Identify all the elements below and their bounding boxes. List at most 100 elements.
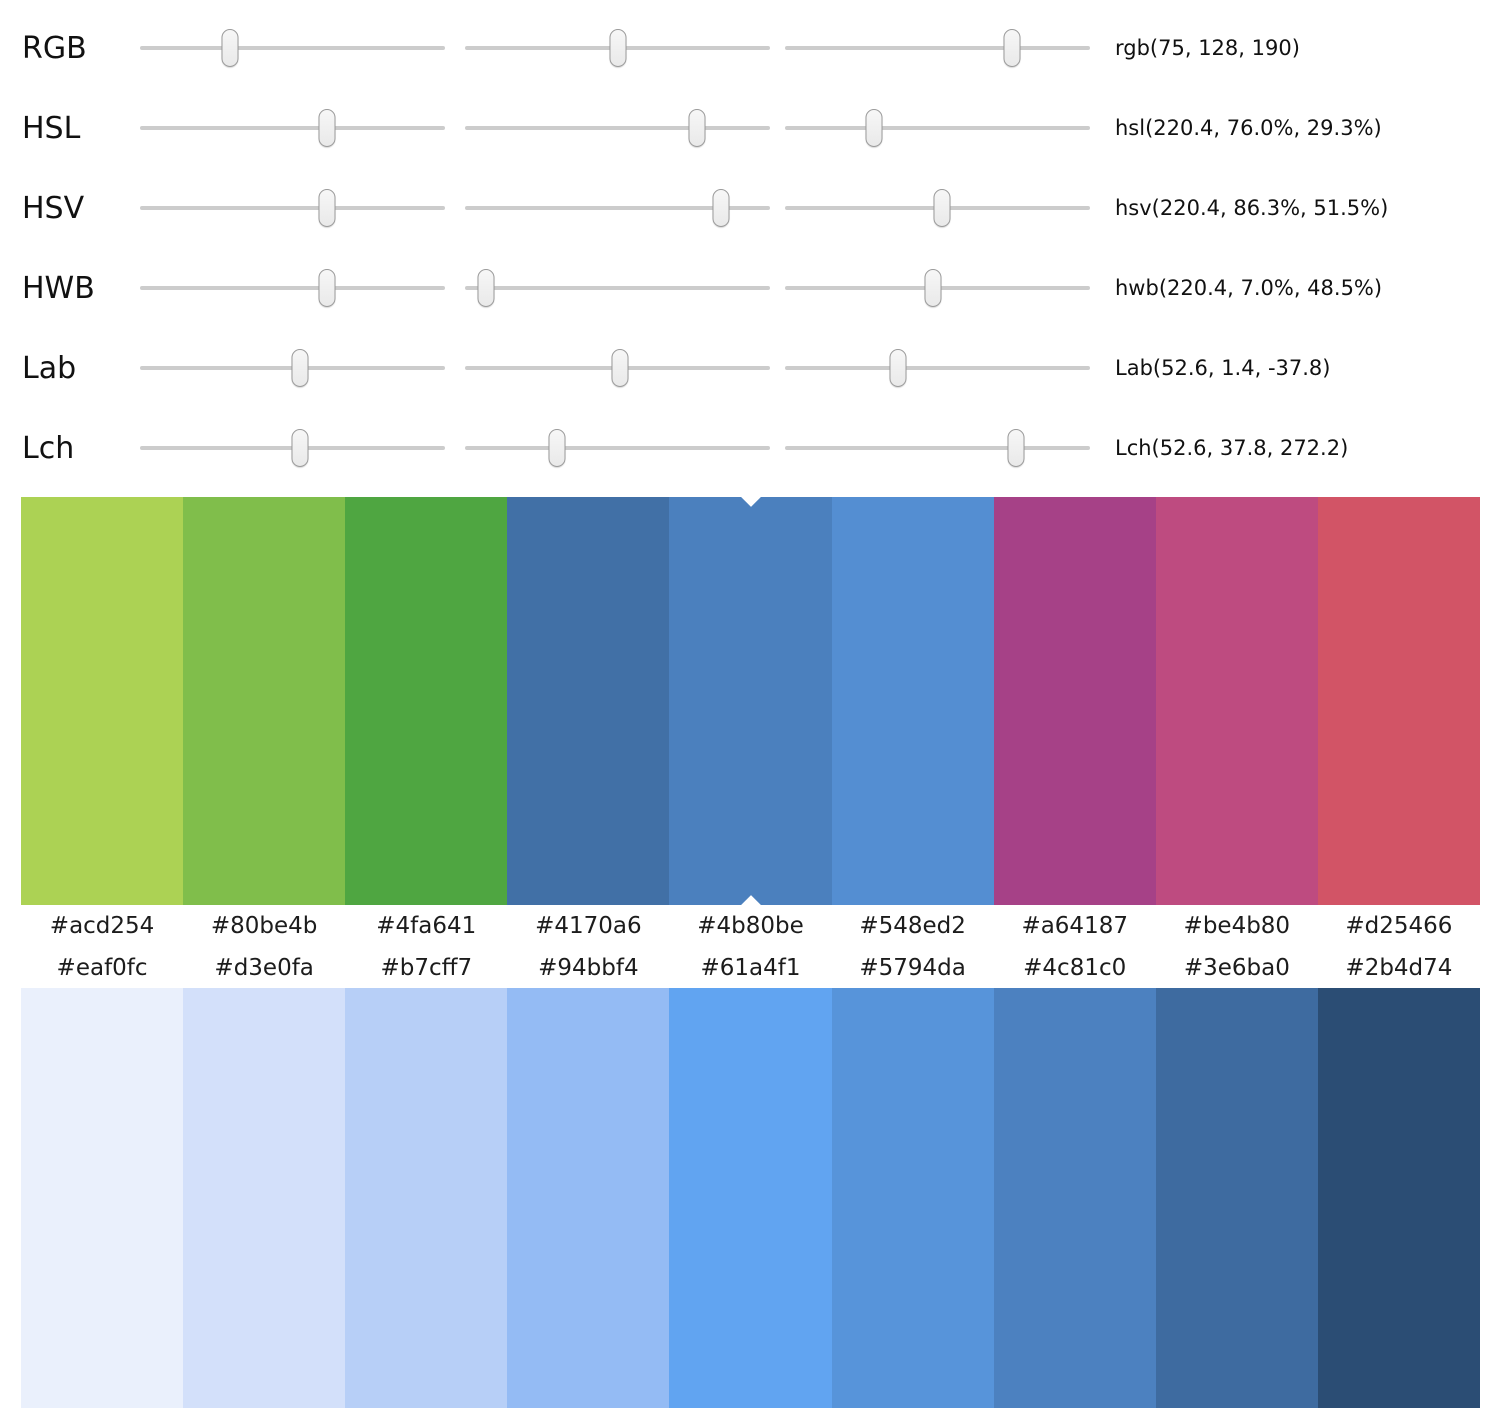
slider-thumb[interactable] <box>889 349 907 387</box>
color-swatch[interactable] <box>1155 988 1318 1408</box>
slider-track[interactable] <box>140 286 445 290</box>
slider-row-label: RGB <box>22 30 87 66</box>
slider-row-label: HWB <box>22 270 95 306</box>
slider-channel-3[interactable] <box>785 106 1090 150</box>
hex-label: #4170a6 <box>535 913 642 939</box>
slider-thumb[interactable] <box>688 109 706 147</box>
slider-channel-1[interactable] <box>140 266 445 310</box>
slider-thumb[interactable] <box>609 29 627 67</box>
slider-track[interactable] <box>785 126 1090 130</box>
slider-track[interactable] <box>785 366 1090 370</box>
hex-label: #b7cff7 <box>380 954 473 981</box>
slider-thumb[interactable] <box>712 189 730 227</box>
slider-channel-1[interactable] <box>140 106 445 150</box>
slider-value: hsv(220.4, 86.3%, 51.5%) <box>1115 196 1389 220</box>
color-swatch[interactable] <box>345 988 508 1408</box>
hex-label: #548ed2 <box>859 913 966 939</box>
color-swatch[interactable] <box>993 497 1156 905</box>
hex-label: #2b4d74 <box>1345 954 1453 981</box>
slider-thumb[interactable] <box>865 109 883 147</box>
color-swatch[interactable] <box>1155 497 1318 905</box>
slider-thumb[interactable] <box>318 109 336 147</box>
slider-channel-3[interactable] <box>785 266 1090 310</box>
color-swatch[interactable] <box>183 988 346 1408</box>
slider-channel-2[interactable] <box>465 266 770 310</box>
slider-value: hsl(220.4, 76.0%, 29.3%) <box>1115 116 1382 140</box>
color-swatch[interactable] <box>183 497 346 905</box>
color-swatch[interactable] <box>831 497 994 905</box>
slider-track[interactable] <box>465 126 770 130</box>
slider-row-label: HSV <box>22 190 85 226</box>
slider-channel-3[interactable] <box>785 186 1090 230</box>
slider-thumb[interactable] <box>924 269 942 307</box>
color-swatch[interactable] <box>831 988 994 1408</box>
slider-channel-2[interactable] <box>465 186 770 230</box>
slider-channel-1[interactable] <box>140 26 445 70</box>
color-swatch[interactable] <box>1317 497 1480 905</box>
slider-thumb[interactable] <box>477 269 495 307</box>
hex-label: #eaf0fc <box>56 954 148 981</box>
hex-label: #80be4b <box>210 913 318 939</box>
color-swatch[interactable] <box>21 988 184 1408</box>
hex-label: #94bbf4 <box>538 954 639 981</box>
slider-track[interactable] <box>465 206 770 210</box>
hex-label: #a64187 <box>1021 913 1128 939</box>
slider-thumb[interactable] <box>221 29 239 67</box>
slider-channel-1[interactable] <box>140 346 445 390</box>
slider-track[interactable] <box>140 46 445 50</box>
slider-thumb[interactable] <box>548 429 565 467</box>
palette-bottom-labels: #eaf0fc #d3e0fa #b7cff7 #94bbf4 #61a4f1 #5794… <box>21 947 1480 988</box>
color-swatch[interactable] <box>507 497 670 905</box>
slider-track[interactable] <box>140 206 445 210</box>
hex-label: #4fa641 <box>376 913 477 939</box>
slider-thumb[interactable] <box>1003 29 1021 67</box>
hex-label: #acd254 <box>49 913 155 939</box>
slider-channel-1[interactable] <box>140 426 445 470</box>
slider-thumb[interactable] <box>318 189 336 227</box>
slider-track[interactable] <box>785 46 1090 50</box>
slider-thumb[interactable] <box>318 269 336 307</box>
color-swatch[interactable] <box>507 988 670 1408</box>
slider-track[interactable] <box>465 286 770 290</box>
hex-label: #4b80be <box>697 913 804 939</box>
slider-channel-2[interactable] <box>465 346 770 390</box>
slider-value: Lch(52.6, 37.8, 272.2) <box>1115 436 1349 460</box>
slider-row: Lch Lch(52.6, 37.8, 272.2) <box>22 408 1501 488</box>
hex-label: #be4b80 <box>1183 913 1291 939</box>
slider-channel-2[interactable] <box>465 426 770 470</box>
slider-thumb[interactable] <box>611 349 629 387</box>
color-swatch[interactable] <box>1317 988 1480 1408</box>
slider-channel-3[interactable] <box>785 346 1090 390</box>
color-swatch[interactable] <box>345 497 508 905</box>
slider-row-label: Lch <box>22 430 75 466</box>
slider-value: hwb(220.4, 7.0%, 48.5%) <box>1115 276 1383 300</box>
slider-row: RGB rgb(75, 128, 190) <box>22 8 1501 88</box>
hex-label: #61a4f1 <box>700 954 801 981</box>
slider-row: HWB hwb(220.4, 7.0%, 48.5%) <box>22 248 1501 328</box>
slider-row-label: Lab <box>22 350 77 386</box>
slider-channel-3[interactable] <box>785 426 1090 470</box>
slider-row-label: HSL <box>22 110 81 146</box>
slider-row: HSV hsv(220.4, 86.3%, 51.5%) <box>22 168 1501 248</box>
palette-top-section: #acd254 #80be4b #4fa641 #4170a6 #4b80be #548e… <box>21 497 1480 947</box>
slider-channel-3[interactable] <box>785 26 1090 70</box>
hex-label: #3e6ba0 <box>1183 954 1290 981</box>
color-swatch[interactable] <box>21 497 184 905</box>
slider-value: rgb(75, 128, 190) <box>1115 36 1300 60</box>
slider-thumb[interactable] <box>291 429 309 467</box>
color-swatch[interactable] <box>669 497 832 905</box>
slider-track[interactable] <box>140 126 445 130</box>
slider-channel-1[interactable] <box>140 186 445 230</box>
slider-row: Lab Lab(52.6, 1.4, -37.8) <box>22 328 1501 408</box>
slider-track[interactable] <box>785 446 1090 450</box>
slider-thumb[interactable] <box>291 349 309 387</box>
slider-thumb[interactable] <box>1007 429 1025 467</box>
color-swatch[interactable] <box>669 988 832 1408</box>
color-swatch[interactable] <box>993 988 1156 1408</box>
slider-channel-2[interactable] <box>465 106 770 150</box>
slider-thumb[interactable] <box>933 189 951 227</box>
palette-top <box>21 497 1480 905</box>
slider-channel-2[interactable] <box>465 26 770 70</box>
slider-track[interactable] <box>465 446 770 450</box>
